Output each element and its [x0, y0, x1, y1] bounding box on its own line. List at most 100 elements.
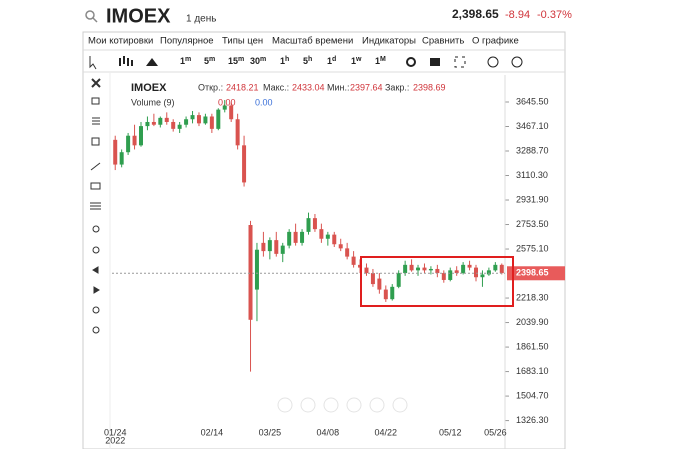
- candle-body: [345, 248, 350, 257]
- timeframe[interactable]: 15m: [228, 56, 244, 67]
- volume-value: 0.00: [218, 97, 236, 107]
- timeframe-number: 5: [303, 56, 308, 66]
- y-tick-label: 1504.70: [516, 390, 549, 400]
- nav-btn[interactable]: [300, 397, 316, 413]
- nav-btn[interactable]: [369, 397, 385, 413]
- close-label: Закр.:: [385, 82, 409, 92]
- menu-item[interactable]: Типы цен: [222, 36, 263, 47]
- search-icon-handle: [92, 17, 98, 23]
- candle-body: [254, 249, 259, 290]
- x-tick-label: 04/08: [317, 427, 340, 437]
- nav-btn[interactable]: [277, 397, 293, 413]
- search-icon[interactable]: [85, 10, 95, 20]
- low: 2397.64: [350, 82, 383, 92]
- timeframe[interactable]: 1m: [180, 56, 191, 67]
- cloud-down-tool[interactable]: [487, 56, 499, 68]
- candle-body: [126, 135, 131, 153]
- camera-tool[interactable]: [430, 58, 440, 66]
- candle-body: [119, 152, 124, 165]
- candle-body: [319, 229, 324, 239]
- tool-1[interactable]: [91, 97, 100, 105]
- tool-4[interactable]: [92, 225, 100, 233]
- high: 2433.04: [292, 82, 325, 92]
- candle-body: [377, 278, 382, 290]
- legend: IMOEX Откр.: 2418.21 Макс.: 2433.04 Мин.…: [131, 82, 446, 107]
- y-tick-label: 1683.10: [516, 366, 549, 376]
- candle-body: [293, 231, 298, 243]
- high-label: Макс.:: [263, 82, 289, 92]
- y-tick-label: 3288.70: [516, 145, 549, 155]
- timeframe-unit: h: [308, 56, 312, 63]
- tool-close[interactable]: [91, 78, 101, 88]
- y-tick-label: 2218.30: [516, 292, 549, 302]
- area-tool[interactable]: [146, 58, 158, 66]
- timeframe-unit: d: [332, 56, 336, 63]
- timeframe-number: 15: [228, 56, 238, 66]
- candle-body: [493, 264, 498, 271]
- timeframe[interactable]: 1M: [375, 56, 386, 67]
- timeframe-unit: w: [355, 56, 362, 63]
- timeframe-unit: m: [238, 56, 244, 63]
- tool-6[interactable]: [92, 266, 99, 274]
- open-label: Откр.:: [198, 82, 223, 92]
- y-tick-label: 3110.30: [516, 170, 548, 180]
- nav-btn[interactable]: [323, 397, 339, 413]
- tool-fib[interactable]: [90, 202, 101, 210]
- candle-body: [158, 117, 163, 125]
- candle-body: [164, 117, 169, 122]
- candle-body: [151, 121, 156, 125]
- timeframe[interactable]: 1w: [351, 56, 362, 67]
- candle-body: [203, 116, 208, 124]
- timeframe[interactable]: 1d: [327, 56, 336, 67]
- candle-body: [267, 240, 272, 252]
- tool-8[interactable]: [92, 306, 100, 314]
- nav-btn[interactable]: [392, 397, 408, 413]
- x-tick-label: 02/14: [201, 427, 224, 437]
- menu-item[interactable]: Мои котировки: [88, 36, 153, 47]
- cloud-up-tool[interactable]: [511, 56, 523, 68]
- candles-tool[interactable]: [119, 56, 133, 66]
- menu-item[interactable]: Сравнить: [422, 36, 464, 47]
- candle-body: [242, 145, 247, 183]
- nav-btn[interactable]: [346, 397, 362, 413]
- timeframe-number: 30: [250, 56, 260, 66]
- candle-body: [338, 244, 343, 249]
- y-tick-label: 2931.90: [516, 194, 549, 204]
- volume-label: Volume (9): [131, 97, 175, 107]
- nav-buttons: [277, 397, 408, 413]
- timeframe[interactable]: 5h: [303, 56, 312, 67]
- candle-body: [184, 119, 189, 125]
- menu-item[interactable]: Индикаторы: [362, 36, 416, 47]
- timeframe[interactable]: 30m: [250, 56, 266, 67]
- tool-rect[interactable]: [90, 182, 101, 190]
- settings-tool[interactable]: [406, 57, 416, 67]
- y-tick-label: 2753.50: [516, 219, 549, 229]
- low-label: Мин.:: [327, 82, 350, 92]
- menu-item[interactable]: О графике: [472, 36, 519, 47]
- y-tick-label: 3467.10: [516, 121, 549, 131]
- timeframe[interactable]: 5m: [204, 56, 215, 67]
- candle-body: [113, 139, 118, 165]
- candle-body: [467, 264, 472, 268]
- candle-body: [435, 268, 440, 274]
- tool-5[interactable]: [92, 246, 100, 254]
- cursor-tool[interactable]: [89, 56, 97, 70]
- menu-item[interactable]: Масштаб времени: [272, 36, 353, 47]
- candle-body: [474, 267, 479, 278]
- plot: 3645.50 3467.10 3288.70 3110.30 2931.90 2753.…: [104, 75, 565, 449]
- fullscreen-tool[interactable]: [454, 56, 466, 68]
- tool-2[interactable]: [92, 117, 100, 125]
- y-tick-label: 2575.10: [516, 243, 549, 253]
- tool-line[interactable]: [90, 162, 101, 171]
- candle-body: [383, 289, 388, 300]
- timeframe[interactable]: 1h: [280, 56, 289, 67]
- tool-9[interactable]: [92, 326, 100, 334]
- timeframe-number: 5: [204, 56, 209, 66]
- menu-item[interactable]: Популярное: [160, 36, 214, 47]
- tool-3[interactable]: [91, 137, 100, 146]
- symbol: IMOEX: [106, 5, 171, 27]
- widget-frame: [82, 31, 566, 450]
- candle-body: [480, 274, 485, 278]
- candle-body: [448, 270, 453, 280]
- tool-7[interactable]: [93, 286, 100, 294]
